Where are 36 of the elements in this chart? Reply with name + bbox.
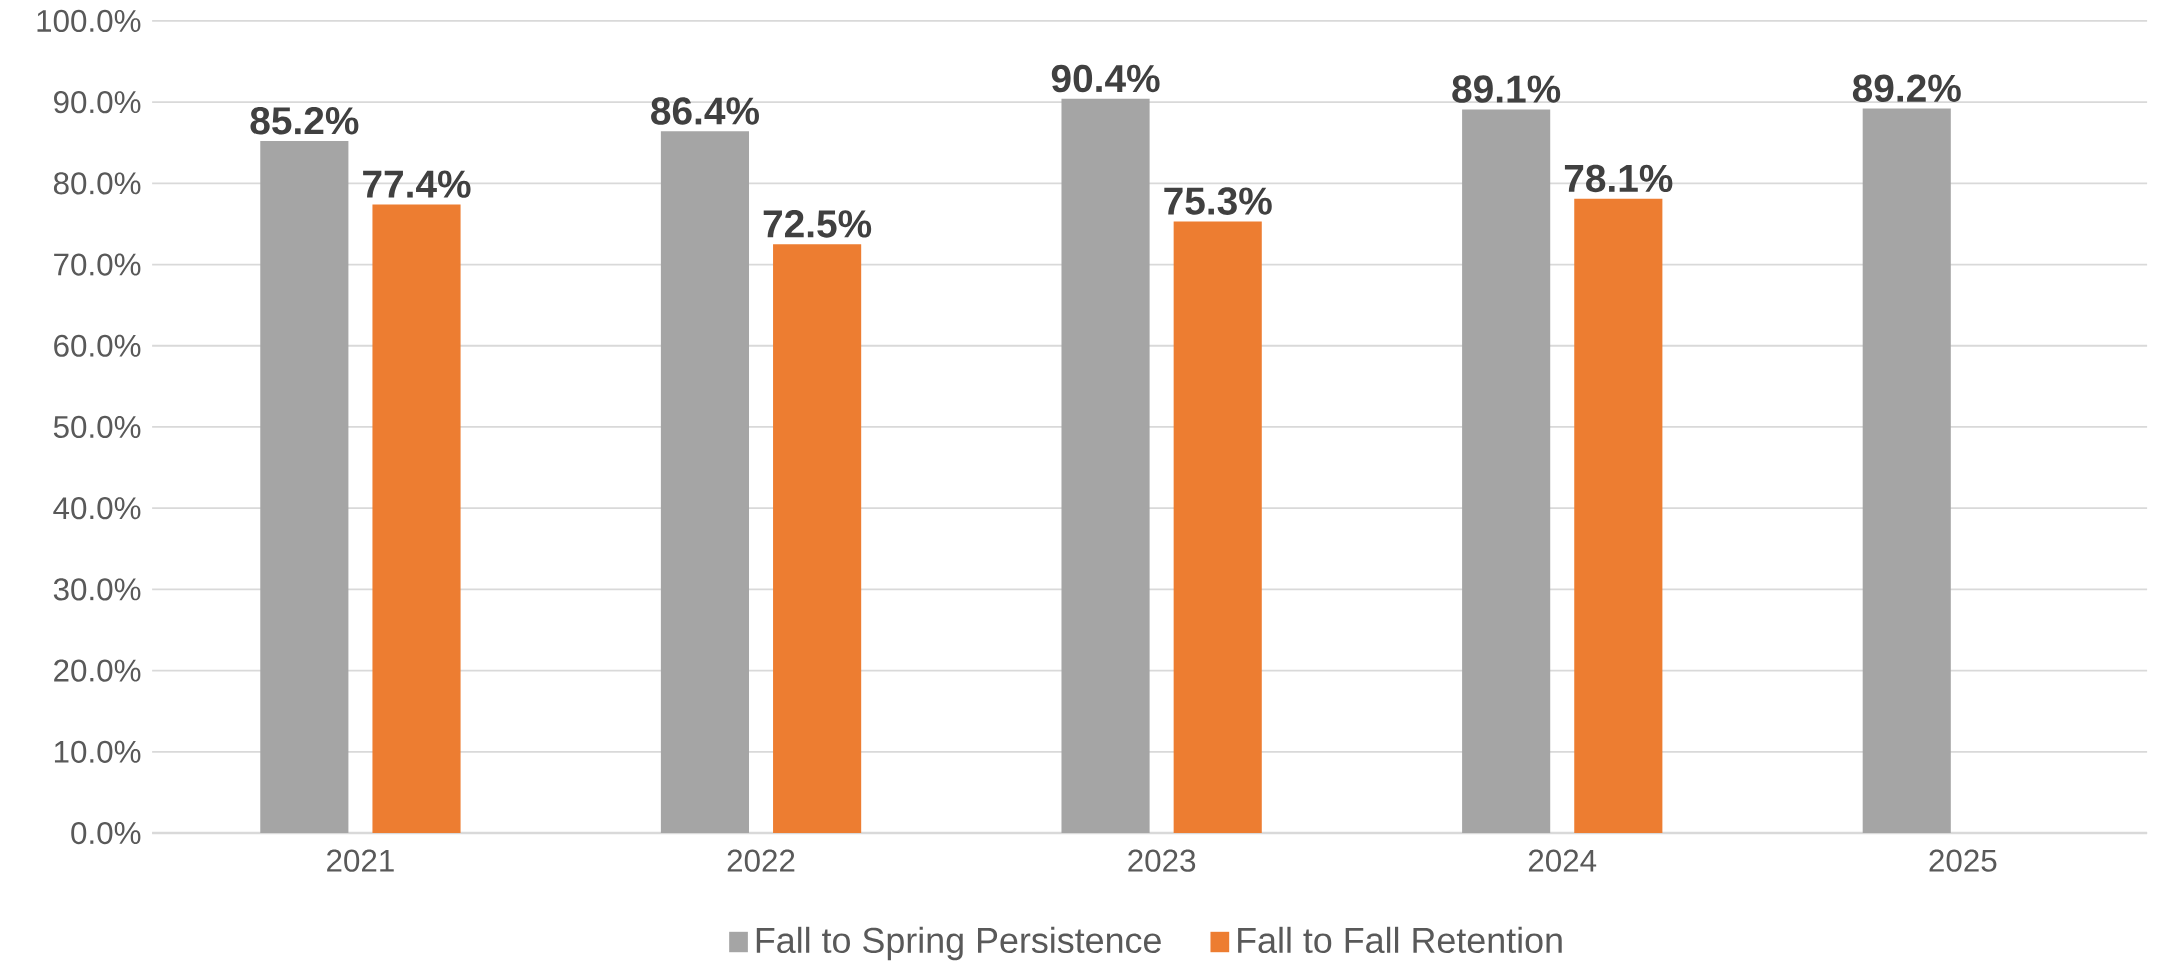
data-label: 85.2% <box>250 106 359 135</box>
data-label: 86.4% <box>651 97 759 125</box>
y-tick-label: 60.0% <box>54 334 141 357</box>
y-tick-label: 80.0% <box>53 172 141 195</box>
y-tick-label: 10.0% <box>54 740 141 763</box>
x-tick-label: 2021 <box>327 849 394 872</box>
y-tick-label: 100.0% <box>37 9 141 33</box>
x-tick-label: 2025 <box>1929 849 1997 872</box>
data-label: 78.1% <box>1564 164 1673 193</box>
legend-label: Fall to Fall Retention <box>1238 926 1562 954</box>
data-label: 75.3% <box>1164 187 1272 215</box>
bar <box>1574 198 1663 834</box>
data-label: 90.4% <box>1051 64 1160 93</box>
bar <box>1061 98 1150 834</box>
y-tick-label: 20.0% <box>54 659 141 682</box>
x-tick-label: 2023 <box>1128 849 1196 872</box>
data-label: 89.1% <box>1452 75 1561 103</box>
bar <box>260 141 349 834</box>
data-label: 89.2% <box>1852 74 1961 102</box>
y-tick-label: 0.0% <box>71 821 141 845</box>
y-tick-label: 30.0% <box>53 578 141 601</box>
bar <box>372 204 461 834</box>
data-label: 77.4% <box>363 170 471 198</box>
x-tick-label: 2022 <box>727 849 795 872</box>
y-tick-label: 70.0% <box>54 253 141 276</box>
data-label: 72.5% <box>763 210 872 238</box>
bar <box>660 131 750 834</box>
bar <box>773 244 862 834</box>
legend-label: Fall to Spring Persistence <box>756 926 1161 961</box>
bar <box>1173 221 1262 834</box>
y-tick-label: 40.0% <box>53 497 141 520</box>
bar <box>1462 109 1551 834</box>
y-tick-label: 50.0% <box>53 415 141 439</box>
y-tick-label: 90.0% <box>54 91 141 114</box>
x-tick-label: 2024 <box>1528 849 1597 872</box>
bar <box>1862 108 1951 834</box>
